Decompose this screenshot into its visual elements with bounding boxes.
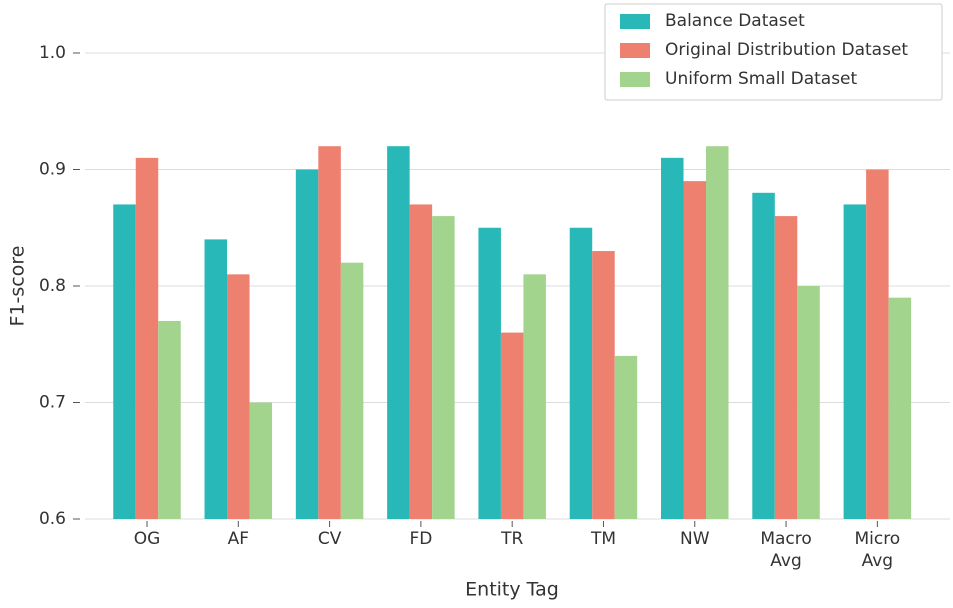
bar xyxy=(523,274,546,519)
y-axis-label: F1-score xyxy=(7,246,29,327)
bar xyxy=(683,181,707,519)
legend-label: Balance Dataset xyxy=(665,11,805,31)
bar xyxy=(752,192,775,520)
x-tick-label: CV xyxy=(317,529,342,549)
y-tick-label: 0.9 xyxy=(39,160,66,180)
bar xyxy=(866,169,889,519)
bar xyxy=(592,251,615,520)
legend-swatch xyxy=(620,72,650,87)
bar xyxy=(797,286,820,519)
bar xyxy=(158,320,181,519)
bar xyxy=(661,157,684,519)
bar xyxy=(432,216,455,519)
bar xyxy=(888,297,912,519)
bar xyxy=(614,355,638,519)
y-tick-label: 1.0 xyxy=(39,43,66,63)
x-tick-label: NW xyxy=(679,529,710,549)
bar xyxy=(706,146,729,519)
bar xyxy=(113,204,136,519)
bar xyxy=(569,227,593,519)
bar xyxy=(204,239,228,519)
bar xyxy=(500,332,524,519)
x-tick-label: AF xyxy=(227,529,249,549)
bar xyxy=(295,169,319,519)
y-tick-label: 0.8 xyxy=(39,276,66,296)
bar xyxy=(387,146,410,519)
legend-swatch xyxy=(620,14,650,29)
x-tick-label: TM xyxy=(590,529,616,549)
x-tick-label: OG xyxy=(133,529,161,549)
x-tick-label: Micro Avg xyxy=(854,529,901,571)
bar xyxy=(135,157,159,519)
legend: Balance Dataset Original Distribution Dat… xyxy=(604,3,943,101)
x-tick-label: Macro Avg xyxy=(760,529,812,571)
legend-swatch xyxy=(620,43,650,58)
x-tick-label: FD xyxy=(409,529,433,549)
legend-label: Original Distribution Dataset xyxy=(665,40,908,60)
bar xyxy=(227,274,250,519)
bar xyxy=(478,227,501,519)
legend-frame xyxy=(604,3,943,101)
bar xyxy=(409,204,433,519)
x-tick-label: TR xyxy=(501,529,524,549)
bar xyxy=(774,216,798,519)
bar xyxy=(318,146,341,519)
y-tick-label: 0.7 xyxy=(39,393,66,413)
bar xyxy=(249,402,273,519)
bar xyxy=(340,262,364,519)
legend-label: Uniform Small Dataset xyxy=(665,69,858,89)
x-axis-label: Entity Tag xyxy=(465,579,559,601)
bar xyxy=(843,204,867,519)
y-tick-label: 0.6 xyxy=(39,509,66,529)
